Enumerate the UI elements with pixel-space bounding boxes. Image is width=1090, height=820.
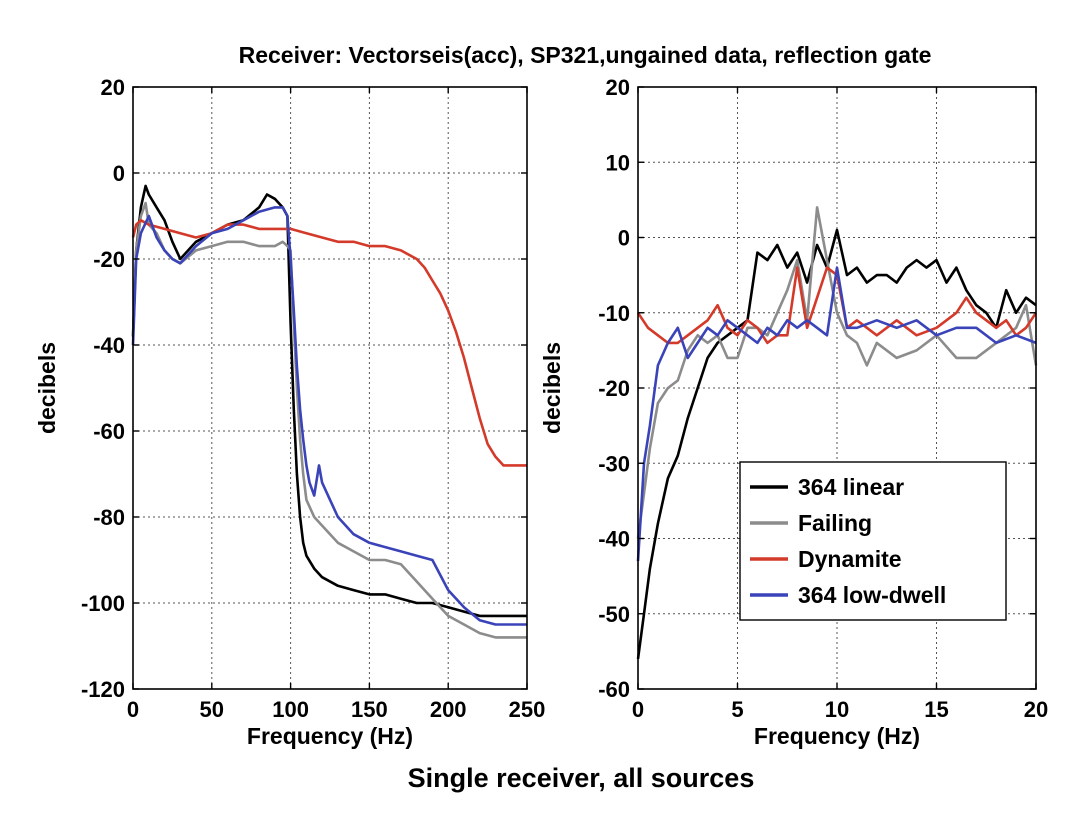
right-y-tick-label: -40	[598, 527, 630, 552]
right-y-tick-label: -60	[598, 677, 630, 702]
left-x-tick-label: 200	[430, 697, 467, 722]
right-y-tick-label: -30	[598, 451, 630, 476]
left-y-axis-label: decibels	[34, 342, 60, 434]
left-plot-area	[133, 87, 527, 689]
right-series-dynamite	[636, 266, 1038, 345]
left-x-tick-label: 100	[272, 697, 309, 722]
right-x-tick-label: 10	[825, 697, 849, 722]
right-y-tick-label: -50	[598, 602, 630, 627]
right-series-failing	[636, 206, 1038, 539]
left-y-tick-label: -20	[93, 247, 125, 272]
right-x-tick-label: 20	[1024, 697, 1048, 722]
right-x-tick-label: 5	[731, 697, 743, 722]
right-x-tick-label: 15	[924, 697, 948, 722]
legend-label-failing: Failing	[798, 510, 872, 536]
left-y-tick-label: -120	[81, 677, 125, 702]
legend-label-364-linear: 364 linear	[798, 474, 904, 500]
right-y-tick-label: -10	[598, 301, 630, 326]
left-x-tick-label: 50	[200, 697, 224, 722]
right-panel: 0 5 10 15 20 20 10 0 -10 -20 -30 -40 -50 -60 Frequency…	[539, 75, 1048, 749]
legend-label-dynamite: Dynamite	[798, 546, 902, 572]
right-y-tick-label: 20	[606, 75, 630, 100]
left-y-tick-label: 0	[113, 161, 125, 186]
left-x-tick-label: 0	[127, 697, 139, 722]
left-y-tick-label: -40	[93, 333, 125, 358]
right-x-axis-label: Frequency (Hz)	[754, 723, 920, 749]
right-y-tick-label: 0	[618, 226, 630, 251]
figure-caption: Single receiver, all sources	[408, 763, 755, 793]
left-x-tick-label: 150	[351, 697, 388, 722]
left-axes-frame	[132, 86, 528, 690]
legend-label-364-low-dwell: 364 low-dwell	[798, 582, 946, 608]
right-y-tick-label: -20	[598, 376, 630, 401]
left-panel: 0 50 100 150 200 250200-20-40-60-80-100-120Fr…	[34, 75, 545, 749]
left-series-364-linear	[131, 184, 527, 618]
left-x-tick-label: 250	[509, 697, 546, 722]
right-series-364-linear	[636, 228, 1037, 660]
left-series-364-low-dwell	[131, 206, 527, 626]
left-y-tick-label: 20	[101, 75, 125, 100]
figure-title: Receiver: Vectorseis(acc), SP321,ungaine…	[239, 42, 932, 68]
left-x-axis-label: Frequency (Hz)	[247, 723, 413, 749]
right-y-axis-label: decibels	[539, 342, 565, 434]
right-y-tick-label: 10	[606, 150, 630, 175]
left-y-tick-label: -100	[81, 591, 125, 616]
right-series-364-low-dwell	[636, 266, 1037, 562]
left-y-tick-label: -80	[93, 505, 125, 530]
right-x-tick-label: 0	[632, 697, 644, 722]
left-y-tick-label: -60	[93, 419, 125, 444]
legend: 364 linear Failing Dynamite 364 low-dwell	[739, 461, 1007, 621]
left-series-dynamite	[131, 219, 527, 467]
